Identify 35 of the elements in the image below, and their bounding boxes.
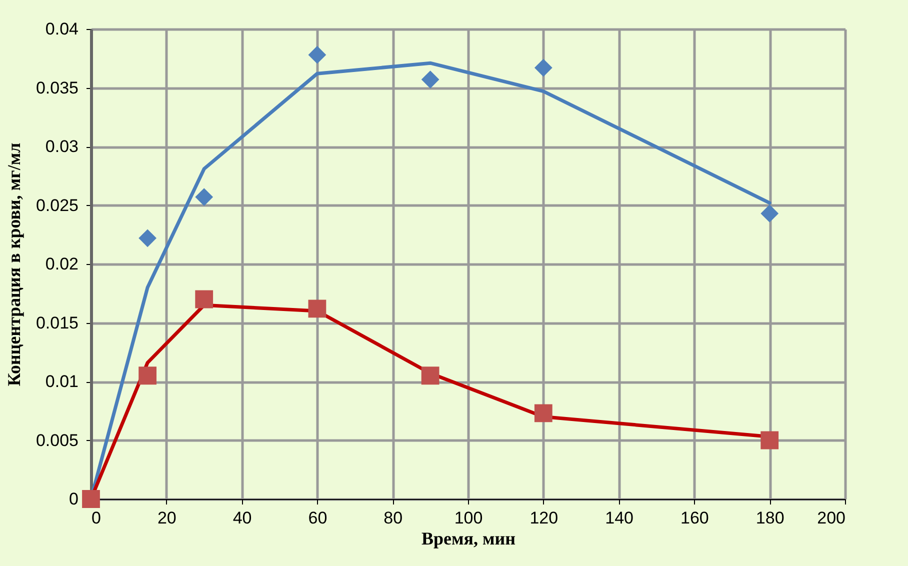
y-tick-label: 0.03: [45, 137, 78, 156]
point: [760, 204, 779, 222]
y-tick-label: 0.01: [45, 372, 78, 391]
x-tick-label: 180: [756, 508, 784, 528]
x-tick-label: 120: [530, 508, 558, 528]
x-tick-label: 100: [454, 508, 483, 528]
y-tick-label: 0.005: [36, 430, 78, 450]
point: [138, 366, 156, 385]
point: [760, 431, 779, 450]
x-tick-label: 80: [384, 508, 403, 528]
point: [308, 46, 326, 64]
x-tick-label: 160: [680, 508, 709, 528]
point: [534, 58, 552, 77]
y-tick-label: 0: [69, 490, 78, 508]
x-tick-label: 200: [817, 508, 846, 528]
x-tick-label: 20: [157, 508, 176, 528]
point: [308, 300, 326, 318]
y-tick-label: 0.015: [36, 313, 78, 332]
y-tick-label: 0.02: [45, 254, 78, 274]
point: [195, 290, 214, 308]
point: [138, 229, 156, 248]
x-tick-label: 0: [92, 508, 101, 528]
point: [421, 70, 440, 88]
point: [534, 404, 552, 422]
point: [82, 490, 100, 508]
y-axis-title: Концентрация в крови, мг/мл: [4, 142, 24, 386]
x-tick-label: 60: [308, 508, 328, 528]
y-tick-label: 0.04: [45, 20, 78, 38]
x-tick-label: 40: [232, 508, 252, 528]
x-tick-label: 140: [605, 508, 634, 528]
point: [195, 188, 214, 206]
point: [421, 366, 440, 385]
x-axis-title: Время, мин: [421, 528, 516, 548]
y-tick-label: 0.035: [36, 78, 78, 98]
y-tick-label: 0.025: [36, 196, 78, 215]
